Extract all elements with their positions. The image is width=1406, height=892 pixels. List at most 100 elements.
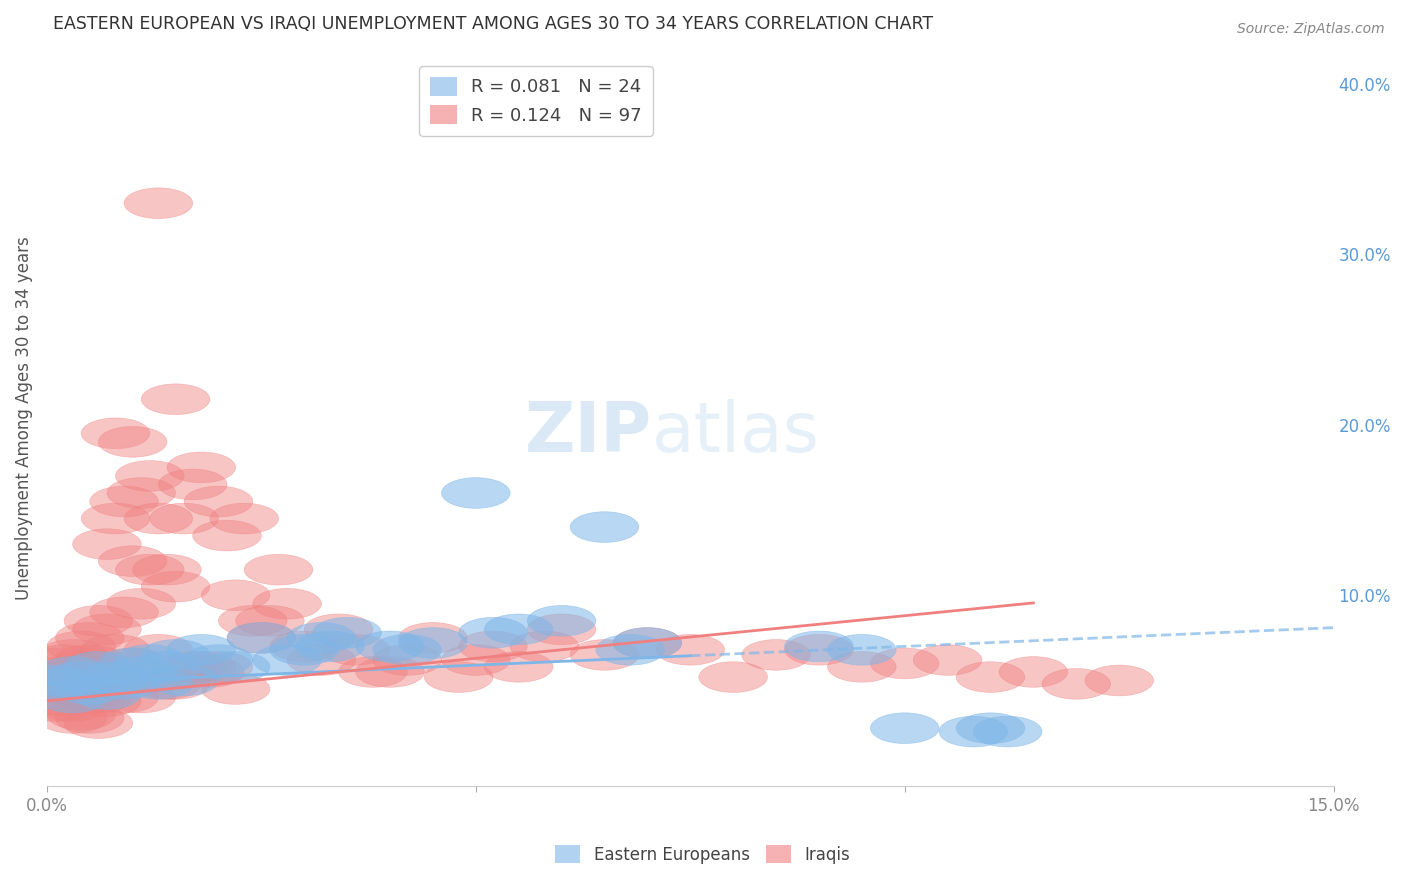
Ellipse shape bbox=[218, 606, 287, 636]
Ellipse shape bbox=[201, 673, 270, 705]
Ellipse shape bbox=[30, 673, 98, 705]
Ellipse shape bbox=[73, 686, 141, 716]
Text: Source: ZipAtlas.com: Source: ZipAtlas.com bbox=[1237, 22, 1385, 37]
Ellipse shape bbox=[107, 477, 176, 508]
Ellipse shape bbox=[287, 645, 356, 675]
Ellipse shape bbox=[141, 572, 209, 602]
Ellipse shape bbox=[150, 657, 218, 688]
Ellipse shape bbox=[150, 503, 218, 534]
Ellipse shape bbox=[46, 673, 115, 705]
Ellipse shape bbox=[373, 645, 441, 675]
Ellipse shape bbox=[304, 614, 373, 645]
Legend: Eastern Europeans, Iraqis: Eastern Europeans, Iraqis bbox=[548, 838, 858, 871]
Ellipse shape bbox=[914, 645, 981, 675]
Ellipse shape bbox=[245, 554, 312, 585]
Ellipse shape bbox=[46, 631, 115, 662]
Ellipse shape bbox=[571, 512, 638, 542]
Ellipse shape bbox=[167, 651, 236, 682]
Ellipse shape bbox=[184, 645, 253, 675]
Ellipse shape bbox=[82, 662, 150, 692]
Ellipse shape bbox=[141, 640, 209, 670]
Ellipse shape bbox=[441, 645, 510, 675]
Ellipse shape bbox=[55, 645, 124, 675]
Ellipse shape bbox=[956, 662, 1025, 692]
Ellipse shape bbox=[124, 668, 193, 699]
Ellipse shape bbox=[90, 682, 159, 713]
Ellipse shape bbox=[124, 634, 193, 665]
Ellipse shape bbox=[1085, 665, 1153, 696]
Y-axis label: Unemployment Among Ages 30 to 34 years: Unemployment Among Ages 30 to 34 years bbox=[15, 236, 32, 599]
Ellipse shape bbox=[132, 651, 201, 682]
Ellipse shape bbox=[30, 668, 98, 699]
Ellipse shape bbox=[55, 679, 124, 709]
Ellipse shape bbox=[55, 673, 124, 705]
Ellipse shape bbox=[98, 426, 167, 458]
Ellipse shape bbox=[141, 384, 209, 415]
Ellipse shape bbox=[46, 662, 115, 692]
Ellipse shape bbox=[510, 631, 579, 662]
Ellipse shape bbox=[201, 651, 270, 682]
Ellipse shape bbox=[167, 634, 236, 665]
Ellipse shape bbox=[458, 631, 527, 662]
Ellipse shape bbox=[150, 665, 218, 696]
Ellipse shape bbox=[46, 651, 115, 682]
Ellipse shape bbox=[90, 597, 159, 628]
Ellipse shape bbox=[322, 634, 389, 665]
Ellipse shape bbox=[82, 418, 150, 449]
Text: atlas: atlas bbox=[651, 400, 820, 467]
Ellipse shape bbox=[115, 554, 184, 585]
Ellipse shape bbox=[295, 631, 364, 662]
Ellipse shape bbox=[55, 703, 124, 733]
Ellipse shape bbox=[485, 614, 553, 645]
Ellipse shape bbox=[176, 657, 245, 688]
Ellipse shape bbox=[55, 623, 124, 653]
Ellipse shape bbox=[159, 469, 226, 500]
Ellipse shape bbox=[73, 614, 141, 645]
Ellipse shape bbox=[184, 486, 253, 516]
Ellipse shape bbox=[21, 665, 90, 696]
Ellipse shape bbox=[21, 668, 90, 699]
Ellipse shape bbox=[398, 623, 467, 653]
Ellipse shape bbox=[65, 651, 132, 682]
Ellipse shape bbox=[38, 662, 107, 692]
Ellipse shape bbox=[115, 662, 184, 692]
Ellipse shape bbox=[287, 623, 356, 653]
Ellipse shape bbox=[107, 682, 176, 713]
Ellipse shape bbox=[73, 657, 141, 688]
Ellipse shape bbox=[98, 648, 167, 679]
Ellipse shape bbox=[253, 645, 322, 675]
Ellipse shape bbox=[398, 628, 467, 658]
Ellipse shape bbox=[209, 503, 278, 534]
Ellipse shape bbox=[973, 716, 1042, 747]
Ellipse shape bbox=[38, 640, 107, 670]
Ellipse shape bbox=[870, 648, 939, 679]
Ellipse shape bbox=[124, 188, 193, 219]
Ellipse shape bbox=[65, 682, 132, 713]
Ellipse shape bbox=[356, 657, 425, 688]
Ellipse shape bbox=[527, 606, 596, 636]
Ellipse shape bbox=[657, 634, 724, 665]
Ellipse shape bbox=[115, 645, 184, 675]
Ellipse shape bbox=[98, 546, 167, 576]
Ellipse shape bbox=[613, 628, 682, 658]
Ellipse shape bbox=[124, 503, 193, 534]
Legend: R = 0.081   N = 24, R = 0.124   N = 97: R = 0.081 N = 24, R = 0.124 N = 97 bbox=[419, 66, 652, 136]
Ellipse shape bbox=[167, 452, 236, 483]
Ellipse shape bbox=[312, 617, 381, 648]
Ellipse shape bbox=[1000, 657, 1067, 688]
Ellipse shape bbox=[38, 690, 107, 722]
Ellipse shape bbox=[21, 690, 90, 722]
Ellipse shape bbox=[441, 477, 510, 508]
Ellipse shape bbox=[38, 682, 107, 713]
Ellipse shape bbox=[956, 713, 1025, 744]
Ellipse shape bbox=[73, 679, 141, 709]
Ellipse shape bbox=[38, 657, 107, 688]
Ellipse shape bbox=[184, 651, 253, 682]
Ellipse shape bbox=[571, 640, 638, 670]
Ellipse shape bbox=[65, 651, 132, 682]
Ellipse shape bbox=[65, 707, 132, 739]
Ellipse shape bbox=[30, 645, 98, 675]
Ellipse shape bbox=[65, 606, 132, 636]
Ellipse shape bbox=[38, 682, 107, 713]
Ellipse shape bbox=[38, 703, 107, 733]
